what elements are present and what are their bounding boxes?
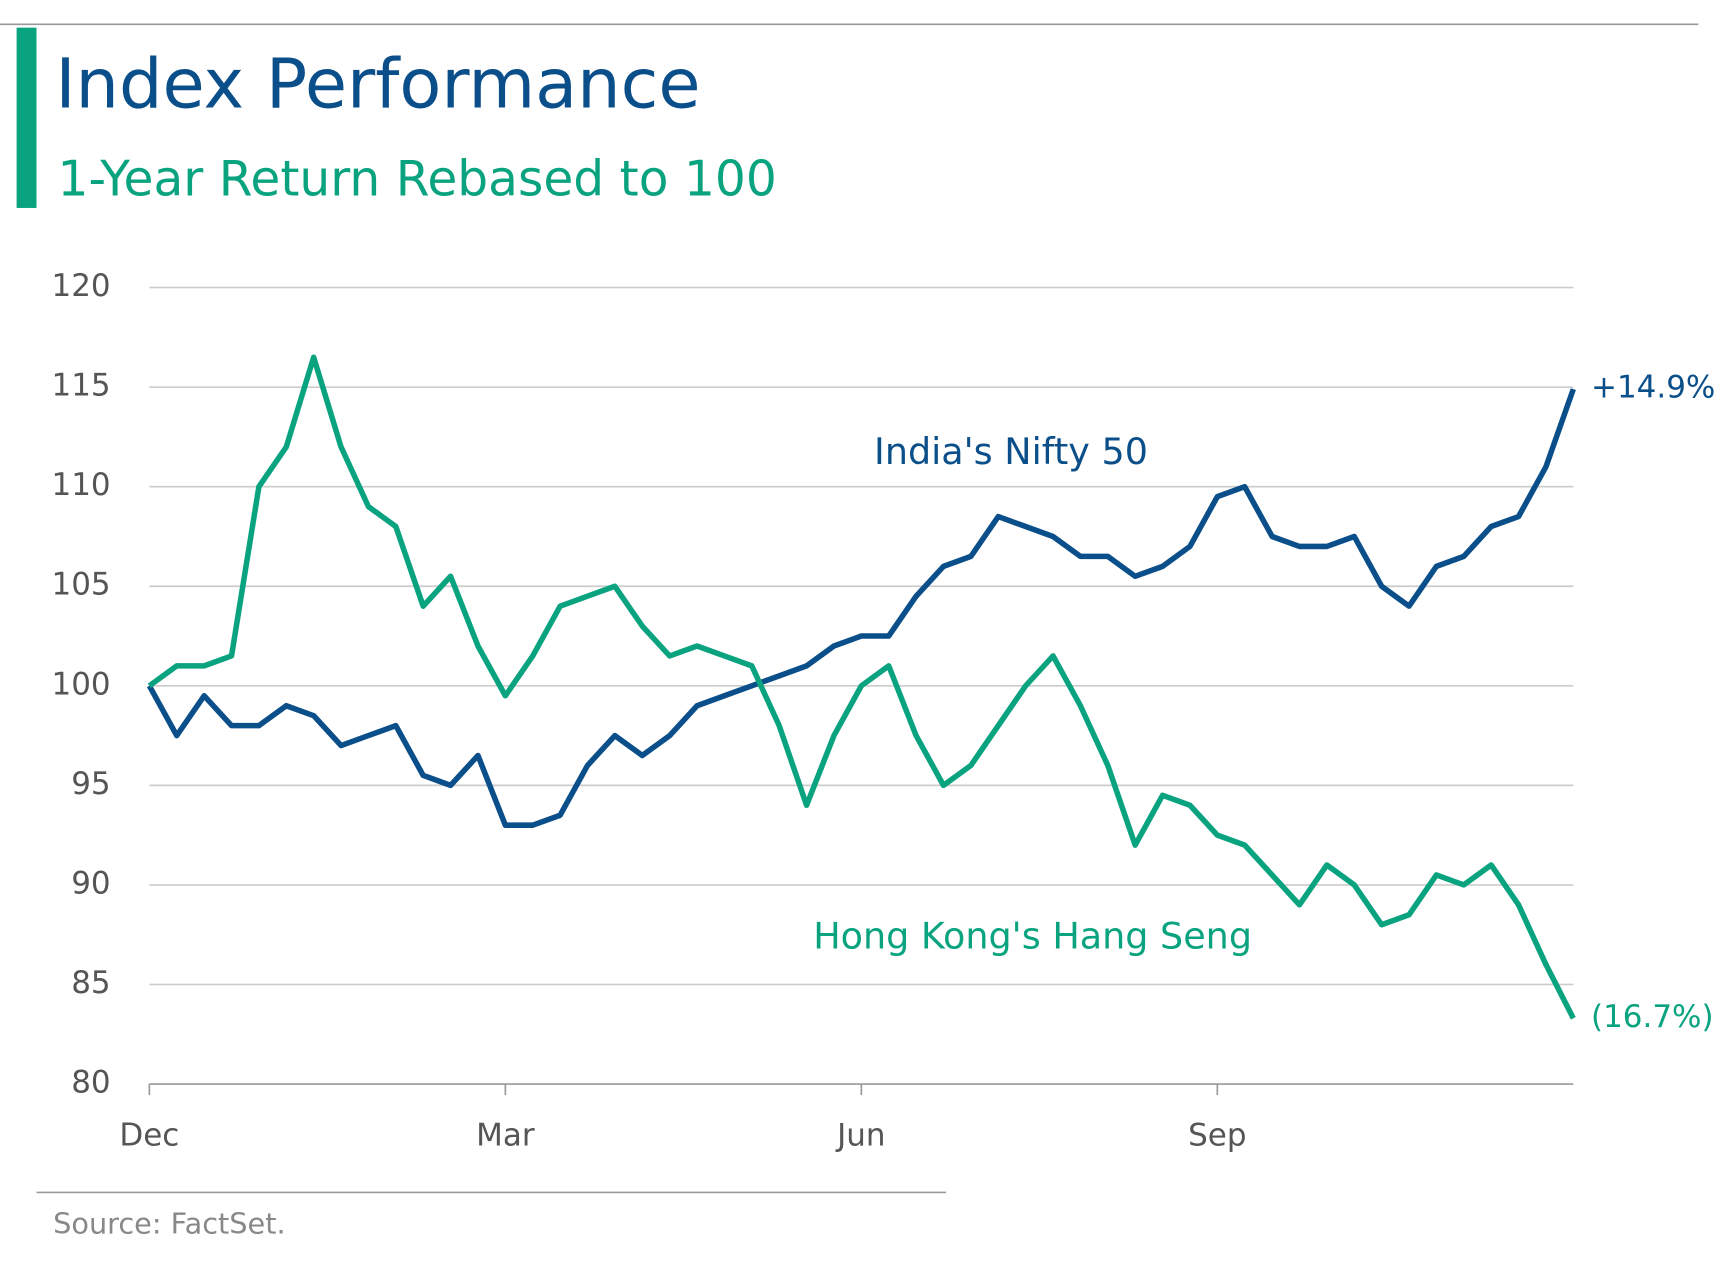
- chart-subtitle: 1-Year Return Rebased to 100: [58, 152, 777, 208]
- end-label: +14.9%: [1591, 370, 1715, 406]
- y-tick-label: 100: [52, 666, 111, 702]
- series-label: Hong Kong's Hang Seng: [813, 915, 1252, 958]
- y-tick-label: 120: [52, 268, 111, 304]
- x-tick-label: Mar: [476, 1118, 535, 1154]
- series-label: India's Nifty 50: [874, 430, 1148, 473]
- y-tick-label: 115: [52, 368, 111, 404]
- series-line: [147, 354, 1576, 1020]
- x-tick-label: Sep: [1188, 1118, 1246, 1154]
- y-tick-label: 80: [71, 1065, 110, 1101]
- y-tick-label: 90: [71, 865, 110, 901]
- x-tick-label: Dec: [119, 1118, 179, 1154]
- end-label: (16.7%): [1591, 999, 1714, 1035]
- y-tick-label: 95: [71, 766, 110, 802]
- y-tick-label: 85: [71, 965, 110, 1001]
- y-tick-label: 105: [52, 567, 111, 603]
- source: Source: FactSet.: [53, 1207, 286, 1241]
- y-tick-label: 110: [52, 467, 111, 503]
- x-tick-label: Jun: [835, 1118, 885, 1154]
- chart-title: Index Performance: [55, 45, 700, 125]
- series-line: [146, 388, 1576, 828]
- accent-bar: [16, 27, 37, 208]
